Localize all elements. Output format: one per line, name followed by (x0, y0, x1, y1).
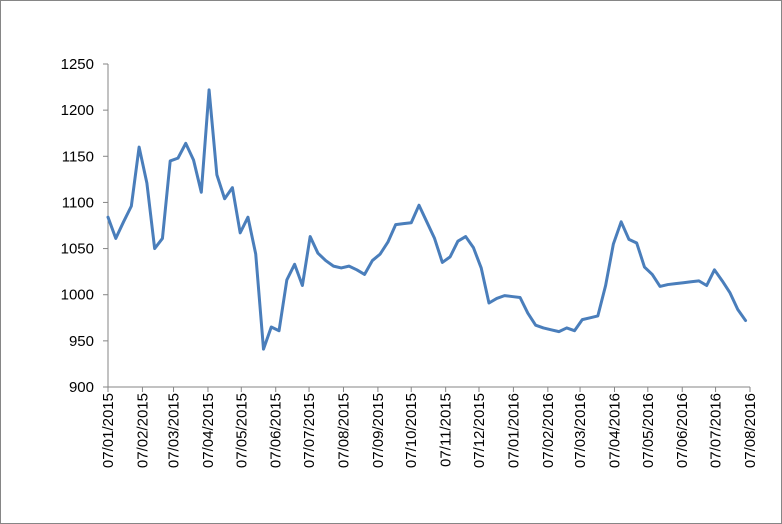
y-tick-label: 900 (69, 379, 94, 396)
x-tick-label: 07/08/2016 (742, 393, 759, 468)
y-tick-label: 950 (69, 333, 94, 350)
x-tick-label: 07/01/2016 (505, 393, 522, 468)
x-tick-label: 07/07/2016 (708, 393, 725, 468)
x-tick-label: 07/06/2015 (268, 393, 285, 468)
x-tick-label: 07/02/2015 (134, 393, 151, 468)
y-tick-label: 1100 (62, 194, 94, 211)
y-tick-label: 1050 (61, 241, 94, 258)
y-tick-label: 1250 (61, 56, 94, 73)
x-tick-label: 07/06/2016 (674, 393, 691, 468)
x-tick-label: 07/08/2015 (335, 393, 352, 468)
x-tick-label: 07/03/2015 (166, 393, 183, 468)
x-tick-label: 07/04/2016 (606, 393, 623, 468)
x-tick-label: 07/05/2015 (233, 393, 250, 468)
x-tick-label: 07/05/2016 (640, 393, 657, 468)
x-tick-label: 07/02/2016 (540, 393, 557, 468)
x-tick-label: 07/09/2015 (370, 393, 387, 468)
x-tick-label: 07/12/2015 (471, 393, 488, 468)
x-tick-label: 07/10/2015 (403, 393, 420, 468)
x-tick-label: 07/03/2016 (572, 393, 589, 468)
x-tick-label: 07/07/2015 (301, 393, 318, 468)
x-tick-label: 07/04/2015 (200, 393, 217, 468)
y-tick-label: 1200 (61, 102, 94, 119)
line-series (106, 88, 748, 351)
y-tick-label: 1000 (61, 287, 94, 304)
x-tick-label: 07/11/2015 (438, 393, 455, 467)
x-tick-label: 07/01/2015 (100, 393, 117, 468)
y-tick-label: 1150 (62, 148, 94, 165)
